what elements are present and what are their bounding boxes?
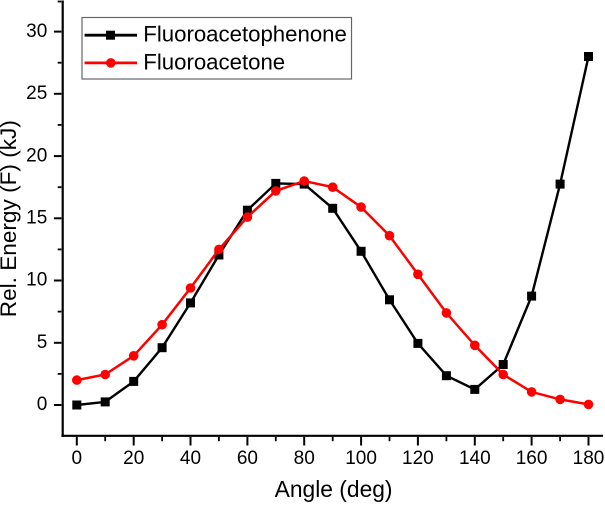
svg-text:20: 20: [26, 145, 47, 166]
svg-text:20: 20: [123, 448, 144, 469]
svg-text:Fluoroacetophenone: Fluoroacetophenone: [143, 22, 347, 47]
svg-text:25: 25: [26, 83, 47, 104]
svg-text:80: 80: [294, 448, 315, 469]
svg-text:40: 40: [180, 448, 201, 469]
svg-text:0: 0: [72, 448, 83, 469]
svg-text:10: 10: [26, 270, 47, 291]
svg-text:Angle (deg): Angle (deg): [275, 476, 393, 502]
svg-text:30: 30: [26, 21, 47, 42]
svg-text:180: 180: [573, 448, 605, 469]
svg-text:5: 5: [37, 332, 48, 353]
svg-text:100: 100: [345, 448, 377, 469]
svg-text:160: 160: [516, 448, 548, 469]
svg-text:15: 15: [26, 208, 47, 229]
svg-text:Fluoroacetone: Fluoroacetone: [143, 49, 285, 74]
svg-text:0: 0: [37, 394, 48, 415]
svg-text:120: 120: [402, 448, 434, 469]
svg-text:60: 60: [237, 448, 258, 469]
svg-text:Rel. Energy (F) (kJ): Rel. Energy (F) (kJ): [0, 120, 21, 317]
svg-text:140: 140: [459, 448, 491, 469]
